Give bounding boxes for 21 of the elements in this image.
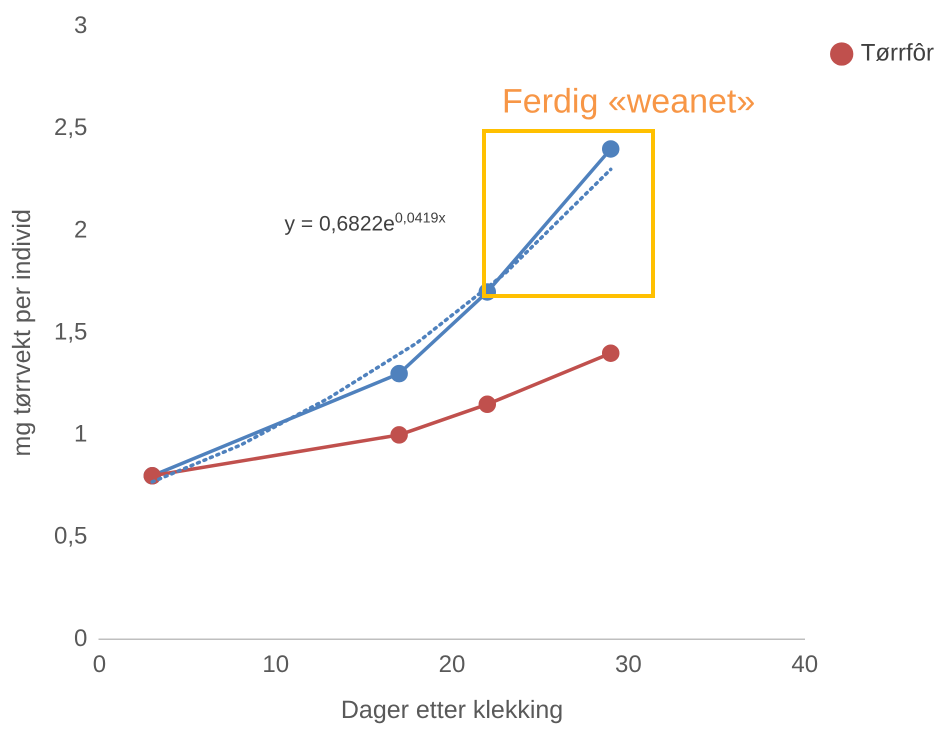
- x-tick-label: 10: [262, 651, 290, 678]
- annotation: Ferdig «weanet»: [502, 82, 756, 121]
- x-axis-title: Dager etter klekking: [340, 696, 564, 724]
- x-tick-label: 30: [615, 651, 642, 678]
- y-tick-label: 1: [74, 420, 88, 448]
- y-tick-label: 0: [74, 624, 88, 652]
- y-axis-title: mg tørrvekt per individ: [8, 209, 36, 456]
- x-tick-label: 40: [791, 651, 818, 678]
- point: [390, 426, 408, 444]
- y-tick-label: 1,5: [54, 318, 88, 346]
- x-tick-label: 0: [92, 651, 106, 678]
- legend-label: Tørrfôr: [860, 40, 934, 67]
- x-tick-label: 20: [438, 651, 466, 678]
- y-tick-label: 2: [74, 216, 88, 244]
- y-tick-label: 0,5: [54, 522, 88, 550]
- y-tick-label: 3: [74, 12, 88, 40]
- point: [390, 364, 408, 382]
- point: [478, 396, 496, 414]
- point: [602, 140, 620, 158]
- y-tick-label: 2,5: [54, 114, 88, 142]
- point: [602, 344, 620, 362]
